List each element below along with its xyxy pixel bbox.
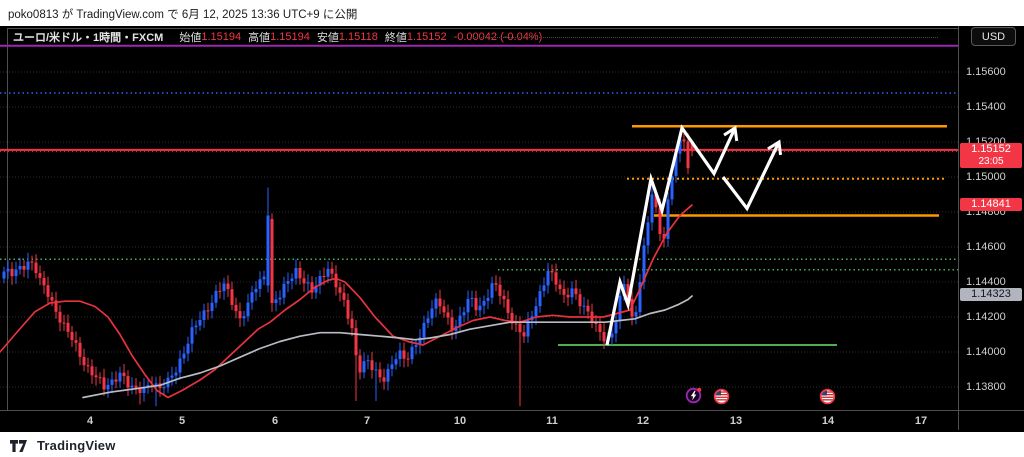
close-value: 1.15152 [406, 30, 447, 43]
price-axis-label: 1.15000 [966, 171, 1006, 183]
event-flash-icon[interactable] [685, 387, 702, 404]
low-value: 1.15118 [338, 30, 378, 43]
snapshot-footer: TradingView [0, 432, 1024, 457]
event-us-flag-icon[interactable] [713, 388, 730, 405]
open-label: 始値 [179, 31, 202, 44]
price-axis-label: 1.14200 [966, 311, 1006, 323]
brand-name: TradingView [37, 438, 116, 453]
price-axis-label: 1.14000 [966, 346, 1006, 358]
time-axis-label: 10 [453, 415, 467, 427]
high-label: 高値 [248, 31, 271, 44]
projection-zigzag-1[interactable] [605, 124, 739, 346]
gridlines [0, 71, 958, 388]
time-axis-label: 12 [636, 415, 650, 427]
high-value: 1.15194 [270, 30, 310, 43]
price-axis-label: 1.14400 [966, 276, 1006, 288]
time-axis-label: 11 [546, 415, 558, 427]
price-axis[interactable]: 1.156001.154001.152001.150001.148001.146… [959, 26, 1024, 430]
price-chart [0, 26, 1024, 430]
close-label: 終値 [384, 31, 407, 44]
price-axis-label: 1.15600 [966, 66, 1006, 78]
legend-dotted-leader [470, 37, 938, 38]
time-axis[interactable]: 4 5 6 7 10 11 12 13 14 17 [0, 411, 958, 431]
time-axis-label: 7 [363, 415, 371, 427]
ma-gray-price-badge: 1.14323 [960, 288, 1022, 301]
price-axis-label: 1.15400 [966, 101, 1006, 113]
time-axis-label: 13 [729, 415, 743, 427]
tradingview-logo-icon [10, 439, 27, 452]
chart-frame [0, 26, 1024, 430]
time-axis-label: 5 [178, 415, 186, 427]
time-axis-label: 14 [821, 415, 835, 427]
event-us-flag-icon[interactable] [819, 388, 836, 405]
ma-slow-gray-line [82, 295, 693, 399]
time-axis-label: 4 [86, 415, 94, 427]
publish-header: poko0813 が TradingView.com で 6月 12, 2025… [0, 0, 1024, 26]
attribution-text: poko0813 が TradingView.com で 6月 12, 2025… [8, 9, 358, 21]
projection-zigzag-2[interactable] [721, 139, 783, 212]
symbol-title: ユーロ/米ドル・1時間・FXCM [13, 31, 164, 44]
chart-snapshot: ユーロ/米ドル・1時間・FXCM 始値 1.15194 高値 1.15194 安… [0, 26, 1024, 432]
current-price-badge: 1.15152 23:05 [960, 142, 1022, 168]
low-label: 安値 [316, 31, 339, 44]
price-axis-label: 1.13800 [966, 381, 1006, 393]
time-axis-label: 17 [914, 415, 928, 427]
tradingview-brand[interactable]: TradingView [10, 438, 116, 453]
open-value: 1.15194 [201, 30, 242, 43]
time-axis-label: 6 [271, 415, 279, 427]
candlesticks [2, 133, 694, 407]
ma-fast-red-line [0, 204, 693, 399]
change-value: -0.00042 (-0.04%) [453, 30, 543, 43]
price-axis-label: 1.14600 [966, 241, 1006, 253]
currency-unit-button[interactable]: USD [971, 27, 1016, 46]
symbol-legend: ユーロ/米ドル・1時間・FXCM 始値 1.15194 高値 1.15194 安… [7, 29, 959, 44]
ma-red-price-badge: 1.14841 [960, 198, 1022, 211]
